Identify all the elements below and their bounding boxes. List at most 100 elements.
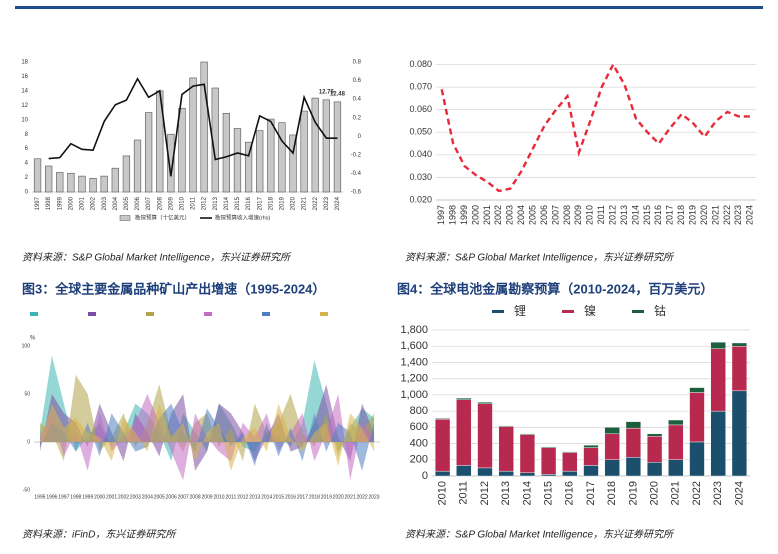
bar-segment xyxy=(477,403,493,469)
x-tick-label: 2001 xyxy=(482,205,492,225)
x-tick-label: 2015 xyxy=(642,205,652,225)
x-tick-label: 2016 xyxy=(653,205,663,225)
bar-segment xyxy=(604,433,620,460)
x-tick-label: 1999 xyxy=(57,196,63,210)
y2-tick-label: 0.4 xyxy=(353,97,362,103)
bar-segment xyxy=(562,470,578,477)
source: 资料来源：S&P Global Market Intelligence，东兴证券… xyxy=(22,252,292,264)
x-tick-label: 2017 xyxy=(665,205,675,225)
y-tick-label: 6 xyxy=(25,146,29,152)
x-tick-label: 2005 xyxy=(154,494,165,500)
x-tick-label: 2006 xyxy=(166,494,177,500)
bar xyxy=(167,133,175,193)
y-tick-label: 800 xyxy=(410,405,428,417)
y-tick-label: 1,400 xyxy=(400,356,428,368)
x-tick-label: 2024 xyxy=(745,205,755,225)
bar xyxy=(289,134,297,193)
x-tick-label: 2010 xyxy=(180,196,186,210)
x-tick-label: 2007 xyxy=(146,196,152,210)
bar-segment xyxy=(731,346,748,392)
x-tick-label: 2012 xyxy=(237,494,248,500)
x-tick-label: 2014 xyxy=(261,494,272,500)
x-tick-label: 2013 xyxy=(213,196,219,210)
source: 资料来源：S&P Global Market Intelligence，东兴证券… xyxy=(405,252,675,264)
x-tick-label: 2022 xyxy=(313,196,319,210)
x-tick-label: 2009 xyxy=(573,205,583,225)
y-tick-label: 0.040 xyxy=(409,149,432,159)
bar-segment xyxy=(477,401,493,405)
bar-segment xyxy=(562,452,578,472)
bar-segment xyxy=(625,427,642,458)
bar-segment xyxy=(498,426,514,472)
bar xyxy=(122,155,131,193)
x-tick-label: 2023 xyxy=(733,205,743,225)
bar-segment xyxy=(731,390,748,477)
x-tick-label: 2020 xyxy=(291,196,297,210)
y-tick-label: 1,600 xyxy=(400,340,428,352)
bar-segment xyxy=(668,424,684,460)
bar-segment xyxy=(604,459,620,477)
x-tick-label: 2011 xyxy=(225,494,236,500)
y2-tick-label: 0 xyxy=(358,134,362,140)
y-tick-label: 1,200 xyxy=(400,373,428,385)
x-tick-label: 2024 xyxy=(335,196,341,210)
bar xyxy=(233,128,242,193)
legend-swatch xyxy=(204,312,212,316)
x-tick-label: 2001 xyxy=(80,196,86,210)
source: 资料来源：iFinD，东兴证券研究所 xyxy=(22,529,177,541)
y-tick-label: 1,000 xyxy=(400,389,428,401)
y-tick-label: 12 xyxy=(21,103,28,109)
y-tick-label: 10 xyxy=(21,117,28,123)
y-tick-label: 0.060 xyxy=(409,104,432,114)
x-tick-label: 2016 xyxy=(246,196,252,210)
bar-segment xyxy=(710,348,726,412)
bar-segment xyxy=(498,470,514,477)
legend-swatch xyxy=(320,312,328,316)
x-tick-label: 2023 xyxy=(712,481,724,505)
x-tick-label: 2017 xyxy=(585,481,597,505)
y2-tick-label: -0.6 xyxy=(351,190,362,196)
x-tick-label: 2005 xyxy=(528,205,538,225)
bar-segment xyxy=(434,418,451,420)
legend-swatch xyxy=(492,310,504,313)
y-tick-label: 0.020 xyxy=(409,194,432,204)
x-tick-label: 1995 xyxy=(34,494,45,500)
bar-segment xyxy=(562,451,578,453)
legend-swatch xyxy=(88,312,96,316)
x-tick-label: 2023 xyxy=(324,196,330,210)
x-tick-label: 2010 xyxy=(585,205,595,225)
x-tick-label: 2021 xyxy=(345,494,356,500)
x-tick-label: 2007 xyxy=(550,205,560,225)
x-tick-label: 2003 xyxy=(505,205,515,225)
x-tick-label: 2000 xyxy=(94,494,105,500)
bar-segment xyxy=(540,447,557,475)
bar xyxy=(45,165,53,193)
bar xyxy=(222,112,231,193)
bar xyxy=(200,61,208,193)
x-tick-label: 2002 xyxy=(493,205,503,225)
bar xyxy=(67,172,75,193)
y-tick-label: 16 xyxy=(21,74,28,80)
bar xyxy=(178,107,186,193)
x-tick-label: 2015 xyxy=(235,196,241,210)
x-tick-label: 2023 xyxy=(368,494,379,500)
bar-segment xyxy=(668,419,684,426)
bar-segment xyxy=(583,465,599,477)
x-tick-label: 2019 xyxy=(627,481,639,505)
y2-tick-label: 0.8 xyxy=(353,60,362,66)
x-tick-label: 2018 xyxy=(309,494,320,500)
x-tick-label: 2008 xyxy=(190,494,201,500)
legend-label: 锂 xyxy=(514,303,526,318)
x-tick-label: 2021 xyxy=(302,196,308,210)
bar-segment xyxy=(434,419,451,472)
x-tick-label: 2006 xyxy=(539,205,549,225)
x-tick-label: 2022 xyxy=(722,205,732,225)
bar xyxy=(278,122,286,193)
top-rule xyxy=(15,6,763,9)
bar xyxy=(144,112,153,193)
bar-segment xyxy=(710,410,726,477)
bar-segment xyxy=(456,399,472,466)
bar xyxy=(56,172,64,193)
bar-segment xyxy=(689,387,705,393)
